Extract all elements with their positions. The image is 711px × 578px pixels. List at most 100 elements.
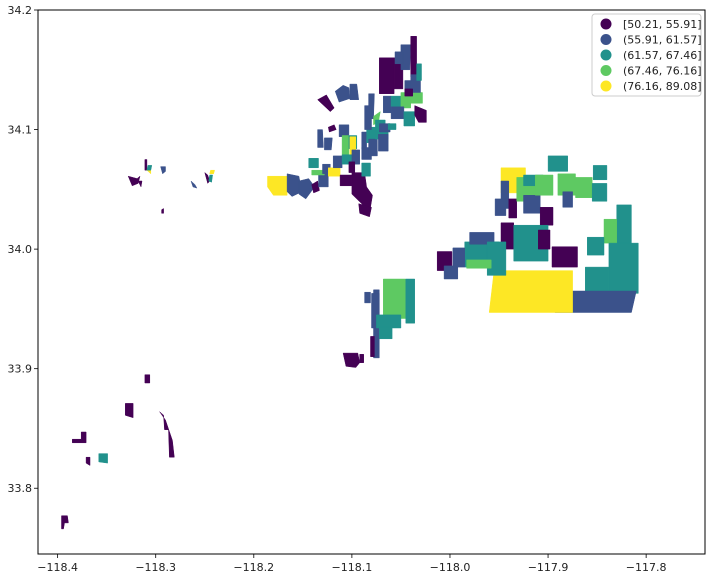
- region-polygon: [328, 124, 337, 133]
- region-polygon: [311, 180, 320, 194]
- region-polygon: [146, 165, 153, 171]
- map-regions: [61, 36, 639, 530]
- region-polygon: [523, 195, 541, 214]
- y-tick-label: 34.1: [8, 124, 33, 137]
- region-polygon: [328, 167, 341, 177]
- region-polygon: [137, 180, 143, 188]
- region-polygon: [341, 135, 350, 158]
- region-polygon: [410, 36, 417, 78]
- x-tick-label: −118.1: [332, 561, 373, 574]
- region-polygon: [547, 155, 568, 172]
- legend-label: (76.16, 89.08]: [623, 80, 702, 93]
- region-polygon: [358, 203, 372, 218]
- region-polygon: [161, 208, 164, 214]
- legend-label: [50.21, 55.91]: [623, 18, 702, 31]
- legend-marker: [600, 34, 612, 45]
- region-polygon: [342, 352, 360, 368]
- y-tick-label: 33.9: [8, 363, 33, 376]
- region-polygon: [334, 85, 351, 103]
- region-polygon: [452, 247, 465, 268]
- region-polygon: [587, 236, 605, 256]
- region-polygon: [387, 123, 397, 130]
- region-polygon: [339, 174, 353, 187]
- region-polygon: [359, 354, 364, 363]
- region-polygon: [348, 161, 356, 173]
- region-polygon: [383, 95, 392, 114]
- x-tick-label: −118.2: [233, 561, 274, 574]
- region-polygon: [414, 105, 427, 123]
- region-polygon: [379, 57, 395, 94]
- region-polygon: [379, 326, 393, 340]
- region-polygon: [144, 374, 151, 384]
- region-polygon: [318, 173, 329, 188]
- region-polygon: [159, 411, 175, 458]
- region-polygon: [267, 175, 288, 196]
- region-polygon: [351, 149, 360, 165]
- region-polygon: [332, 155, 343, 169]
- region-polygon: [390, 106, 405, 120]
- legend-marker: [600, 65, 612, 76]
- legend-label: (67.46, 76.16]: [623, 65, 702, 78]
- region-polygon: [443, 265, 459, 280]
- region-polygon: [317, 129, 324, 148]
- legend-frame: [591, 13, 702, 97]
- region-polygon: [379, 123, 391, 133]
- region-polygon: [466, 259, 492, 269]
- region-polygon: [538, 229, 551, 250]
- region-polygon: [324, 137, 333, 151]
- region-polygon: [364, 291, 371, 304]
- legend-label: (61.57, 67.46]: [623, 49, 702, 62]
- legend: [50.21, 55.91] (55.91, 61.57] (61.57, 67.4…: [591, 13, 702, 97]
- region-polygon: [603, 218, 617, 244]
- region-polygon: [591, 183, 608, 202]
- region-polygon: [508, 198, 517, 219]
- legend-label: (55.91, 61.57]: [623, 34, 702, 47]
- region-polygon: [575, 177, 593, 198]
- region-polygon: [368, 138, 378, 157]
- region-polygon: [404, 88, 413, 97]
- region-polygon: [370, 336, 375, 357]
- y-axis: 33.8 33.9 34.0 34.1 34.2: [8, 4, 38, 495]
- region-polygon: [494, 198, 507, 216]
- region-polygon: [383, 278, 407, 319]
- x-axis: −118.4 −118.3 −118.2 −118.1 −118.0 −117.9 −117…: [37, 554, 667, 574]
- region-polygon: [378, 134, 389, 152]
- region-polygon: [317, 94, 335, 112]
- region-polygon: [390, 95, 402, 108]
- plot-frame: [37, 9, 706, 555]
- region-polygon: [535, 174, 554, 196]
- y-tick-label: 34.0: [8, 243, 33, 256]
- region-polygon: [338, 124, 350, 137]
- region-polygon: [61, 515, 69, 530]
- region-polygon: [127, 175, 141, 187]
- region-polygon: [364, 105, 372, 130]
- region-polygon: [486, 241, 507, 276]
- y-tick-label: 33.8: [8, 482, 33, 495]
- region-polygon: [562, 191, 573, 208]
- region-polygon: [539, 207, 554, 226]
- region-polygon: [311, 169, 325, 176]
- x-tick-label: −117.9: [528, 561, 569, 574]
- region-polygon: [488, 270, 573, 313]
- region-polygon: [98, 453, 108, 464]
- x-tick-label: −118.0: [430, 561, 471, 574]
- region-polygon: [349, 83, 359, 100]
- region-polygon: [551, 246, 578, 268]
- legend-marker: [600, 80, 612, 92]
- region-polygon: [208, 174, 213, 183]
- region-polygon: [361, 131, 367, 149]
- region-polygon: [592, 165, 608, 181]
- region-polygon: [616, 204, 632, 250]
- region-polygon: [403, 111, 415, 127]
- region-polygon: [416, 63, 422, 81]
- legend-marker: [600, 18, 612, 30]
- region-polygon: [209, 169, 215, 175]
- region-polygon: [160, 166, 166, 175]
- x-tick-label: −117.8: [626, 561, 667, 574]
- region-polygon: [361, 162, 371, 177]
- region-polygon: [405, 278, 415, 324]
- x-tick-label: −118.3: [135, 561, 176, 574]
- region-polygon: [394, 51, 404, 65]
- region-polygon: [308, 158, 319, 169]
